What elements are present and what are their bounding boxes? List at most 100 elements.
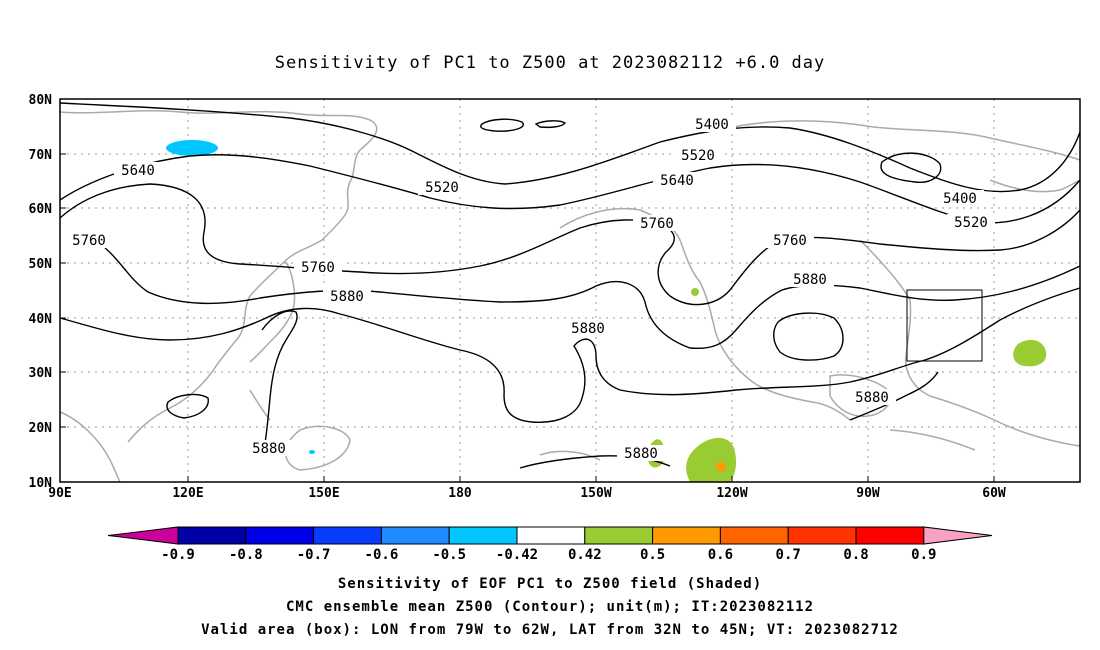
coastline-greenland <box>989 179 1081 193</box>
colorbar-label: 0.7 <box>776 547 801 563</box>
map-frame <box>59 98 1081 483</box>
contour-labels: 5400 5400 5520 5520 5520 5640 5640 5760 … <box>65 116 995 462</box>
strong-sensitivity-patch <box>716 462 726 472</box>
colorbar-segment-min <box>107 526 179 545</box>
contour-label-bg <box>688 116 736 132</box>
contour-label-5760-far-west: 5760 <box>72 233 106 249</box>
contour-label-bg <box>766 232 814 248</box>
contour-label-5520-west: 5520 <box>425 180 459 196</box>
contour-label-5400-east: 5400 <box>943 191 977 207</box>
colorbar-label: 0.9 <box>911 547 936 563</box>
contour-label-5880-central-pacific: 5880 <box>571 321 605 337</box>
contour-label-bg <box>323 288 371 304</box>
contour-label-5880-west: 5880 <box>330 289 364 305</box>
contour-label-bg <box>294 259 342 275</box>
contour-label-5880-gulf: 5880 <box>855 390 889 406</box>
colorbar-label: -0.5 <box>432 547 466 563</box>
contour-label-5760-center: 5760 <box>640 216 674 232</box>
contour-label-bg <box>674 147 722 163</box>
lon-label-120w: 120W <box>716 486 747 501</box>
contour-5400-closed-small-a <box>480 118 524 132</box>
colorbar-label: -0.42 <box>496 547 538 563</box>
contour-label-5400-north: 5400 <box>695 117 729 133</box>
colorbar-segment <box>652 526 721 545</box>
contour-5640-main <box>59 154 1081 224</box>
coastline-southeast-asia <box>59 411 121 483</box>
footer-line-2: CMC ensemble mean Z500 (Contour); unit(m… <box>286 599 814 615</box>
contour-label-5520-east: 5520 <box>954 215 988 231</box>
lat-label-30n: 30N <box>29 366 53 381</box>
lon-label-150w: 150W <box>580 486 611 501</box>
lat-label-70n: 70N <box>29 148 53 163</box>
contour-label-bg <box>848 389 896 405</box>
lon-label-60w: 60W <box>982 486 1006 501</box>
contour-5880-caribbean <box>849 371 939 421</box>
contour-5880-closed-asia <box>166 393 209 419</box>
coastline-siberia <box>59 110 378 241</box>
contour-label-bg <box>617 445 665 461</box>
lat-label-10n: 10N <box>29 476 53 491</box>
coastline-north-america-east <box>859 239 1081 447</box>
coastline-north-america-west <box>559 207 851 421</box>
colorbar-segment <box>584 526 654 545</box>
contour-label-5880-east: 5880 <box>793 272 827 288</box>
latitude-labels: 80N 70N 60N 50N 40N 30N 20N 10N <box>29 93 53 491</box>
footer-line-1: Sensitivity of EOF PC1 to Z500 field (Sh… <box>338 576 762 592</box>
negative-sensitivity-patch-north-asia <box>166 140 218 156</box>
figure-title: Sensitivity of PC1 to Z500 at 2023082112… <box>275 53 826 73</box>
contour-label-bg <box>245 440 293 456</box>
colorbar-label: -0.9 <box>161 547 195 563</box>
coastline-canadian-arctic <box>719 120 1081 161</box>
colorbar-segment <box>245 526 315 545</box>
lat-label-50n: 50N <box>29 257 53 272</box>
contour-label-5520-center: 5520 <box>681 148 715 164</box>
lon-label-180: 180 <box>448 486 472 501</box>
contour-5520-main <box>59 102 1081 193</box>
contour-label-bg <box>114 162 162 178</box>
valid-area-box <box>906 289 983 362</box>
contour-5880-south <box>59 287 1081 423</box>
colorbar-segment <box>448 526 518 545</box>
lat-label-40n: 40N <box>29 312 53 327</box>
colorbar-segment <box>313 526 382 545</box>
contour-label-bg <box>653 172 701 188</box>
contour-label-bg <box>936 190 984 206</box>
lat-label-60n: 60N <box>29 202 53 217</box>
coastlines <box>59 110 1081 483</box>
axis-ticks <box>60 98 995 482</box>
colorbar-label: 0.6 <box>708 547 733 563</box>
lat-label-20n: 20N <box>29 421 53 436</box>
colorbar-label: -0.8 <box>229 547 263 563</box>
colorbar-label: 0.8 <box>843 547 868 563</box>
contour-label-5760-east: 5760 <box>773 233 807 249</box>
contour-label-bg <box>418 179 466 195</box>
coastline-japan <box>249 261 296 363</box>
contour-label-bg <box>65 232 113 248</box>
colorbar-segment <box>855 526 925 545</box>
colorbar-segment-max <box>923 526 993 545</box>
colorbar-segment <box>177 526 247 545</box>
lon-label-90e: 90E <box>48 486 71 501</box>
lon-label-120e: 120E <box>172 486 203 501</box>
contour-label-5880-west-pacific: 5880 <box>252 441 286 457</box>
contour-label-bg <box>947 214 995 230</box>
lon-label-150e: 150E <box>308 486 339 501</box>
colorbar-segment <box>380 526 450 545</box>
colorbar: -0.9 -0.8 -0.7 -0.6 -0.5 -0.42 0.42 0.5 0.6 0.7 0.… <box>107 526 993 563</box>
colorbar-segment <box>719 526 789 545</box>
contour-5880-closed-high <box>773 312 844 361</box>
footer-line-3: Valid area (box): LON from 79W to 62W, L… <box>201 622 899 638</box>
coastline-gulf-of-mexico <box>829 374 892 418</box>
lat-label-80n: 80N <box>29 93 53 108</box>
lon-label-90w: 90W <box>856 486 880 501</box>
contour-label-5640-west: 5640 <box>121 163 155 179</box>
colorbar-label: -0.6 <box>365 547 399 563</box>
contour-label-5880-tropical: 5880 <box>624 446 658 462</box>
longitude-labels: 90E 120E 150E 180 150W 120W 90W 60W <box>48 486 1006 501</box>
contour-5400-closed-canada <box>880 152 942 183</box>
contour-5400-closed-small-b <box>534 120 567 129</box>
contour-5880-west-pacific <box>261 310 298 451</box>
coastline-hawaii <box>539 450 601 461</box>
contour-label-bg <box>786 271 834 287</box>
